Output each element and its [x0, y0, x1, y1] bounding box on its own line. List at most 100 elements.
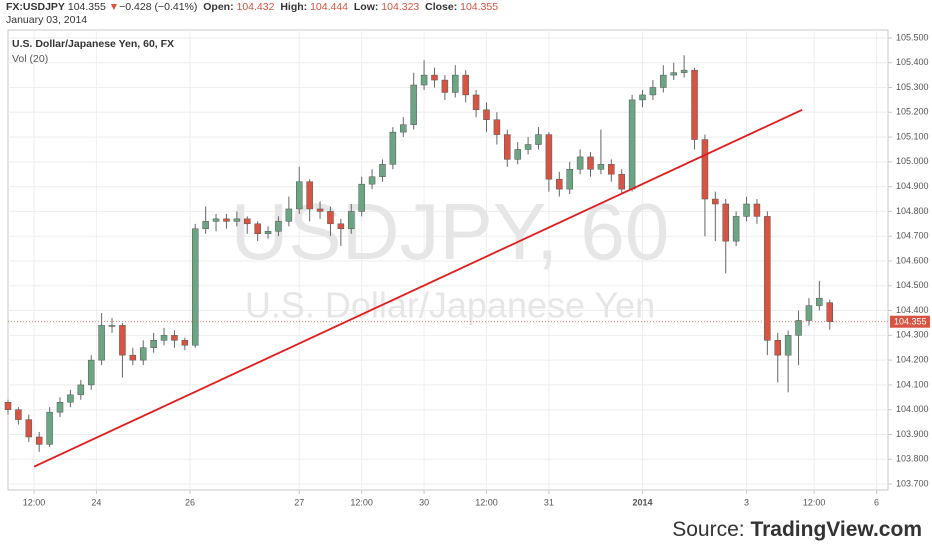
- y-tick-label: 105.100: [896, 131, 929, 141]
- candle-body: [67, 394, 74, 403]
- candle-body: [660, 74, 667, 88]
- header: FX:USDJPY 104.355 ▼−0.428 (−0.41%) Open:…: [6, 1, 498, 27]
- close-label: Close:: [425, 1, 458, 13]
- candle-body: [826, 302, 833, 322]
- candle-body: [608, 164, 615, 175]
- candle-body: [191, 228, 199, 346]
- y-tick-label: 104.700: [896, 231, 929, 241]
- watermark: USDJPY, 60: [231, 187, 670, 276]
- candle-body: [337, 223, 345, 230]
- candle-body: [670, 72, 677, 76]
- candle-body: [483, 109, 490, 120]
- open-value: 104.432: [236, 1, 275, 13]
- candle-body: [784, 335, 792, 356]
- candle-body: [545, 134, 553, 180]
- y-tick-label: 105.400: [896, 57, 929, 67]
- candle-body: [150, 340, 157, 348]
- candle-body: [649, 87, 657, 96]
- candle-body: [462, 74, 469, 96]
- candle-body: [160, 335, 168, 341]
- last-price-box: [890, 315, 930, 328]
- candle-body: [493, 119, 501, 135]
- y-tick-label: 105.500: [896, 32, 929, 42]
- candle-body: [181, 340, 189, 346]
- date: January 03, 2014: [6, 14, 88, 26]
- candle-body: [25, 419, 33, 438]
- candle-body: [722, 203, 729, 242]
- y-tick-label: 105.200: [896, 107, 929, 117]
- x-tick-label: 12:00: [23, 497, 46, 507]
- watermark-sub: U.S. Dollar/Japanese Yen: [245, 285, 655, 326]
- candle-body: [701, 139, 709, 200]
- candle-body: [420, 74, 428, 86]
- candle-body: [306, 181, 313, 210]
- x-tick-label: 12:00: [475, 497, 498, 507]
- candle-body: [139, 347, 147, 361]
- x-tick-label: 12:00: [350, 497, 373, 507]
- candle-body: [795, 320, 802, 336]
- candle-body: [514, 149, 521, 160]
- y-tick-label: 104.200: [896, 355, 929, 365]
- candle-body: [129, 354, 137, 361]
- candle-body: [566, 169, 573, 190]
- source-prefix: Source:: [672, 518, 744, 541]
- change-arrow: ▼: [108, 1, 120, 13]
- candle-body: [587, 156, 594, 170]
- candle-body: [87, 359, 95, 386]
- quote-line: FX:USDJPY 104.355 ▼−0.428 (−0.41%) Open:…: [6, 1, 498, 14]
- x-tick-label: 2014: [632, 497, 652, 507]
- candle-body: [805, 305, 813, 321]
- plot-frame: [7, 29, 889, 491]
- candle-body: [108, 325, 116, 327]
- candle-body: [296, 181, 303, 210]
- y-tick-label: 104.600: [896, 255, 929, 265]
- candle-body: [431, 74, 438, 81]
- x-tick-label: 30: [419, 497, 429, 507]
- candle-body: [680, 69, 688, 73]
- change: −0.428 (−0.41%): [119, 1, 198, 13]
- candle-body: [223, 218, 230, 222]
- candle-body: [348, 211, 355, 230]
- candle-body: [56, 402, 64, 413]
- candle-body: [379, 164, 386, 177]
- y-tick-label: 104.000: [896, 404, 929, 414]
- candle-body: [4, 402, 12, 410]
- candle-body: [98, 325, 105, 361]
- open-label: Open:: [203, 1, 234, 13]
- y-tick-label: 104.800: [896, 206, 929, 216]
- candle-body: [774, 340, 781, 356]
- y-tick-label: 103.800: [896, 454, 929, 464]
- candle-body: [233, 218, 241, 222]
- candle-body: [535, 134, 542, 145]
- candle-body: [618, 173, 625, 190]
- candle-body: [441, 79, 449, 93]
- candle-body: [556, 178, 563, 190]
- candle-body: [504, 134, 511, 160]
- y-tick-label: 104.300: [896, 330, 929, 340]
- indicator: Vol (20): [12, 53, 48, 65]
- candle-body: [35, 436, 43, 445]
- candle-body: [275, 221, 282, 232]
- source: Source: TradingView.com: [672, 518, 922, 541]
- x-tick-label: 26: [185, 497, 195, 507]
- candle-body: [264, 231, 272, 234]
- candle-body: [628, 99, 636, 190]
- candle-body: [212, 218, 220, 222]
- candle-body: [285, 208, 293, 222]
- trend-line: [33, 108, 803, 468]
- high-value: 104.444: [310, 1, 349, 13]
- candle-body: [77, 384, 85, 396]
- high-label: High:: [280, 1, 308, 13]
- candle-body: [764, 216, 771, 341]
- candle-body: [316, 208, 324, 212]
- candle-body: [524, 144, 532, 150]
- y-tick-label: 104.500: [896, 280, 929, 290]
- subtitle: U.S. Dollar/Japanese Yen, 60, FX: [12, 38, 174, 50]
- close-value: 104.355: [460, 1, 499, 13]
- candle-body: [691, 69, 698, 140]
- y-tick-label: 105.300: [896, 82, 929, 92]
- candle-body: [46, 411, 53, 445]
- symbol: FX:USDJPY: [6, 1, 65, 13]
